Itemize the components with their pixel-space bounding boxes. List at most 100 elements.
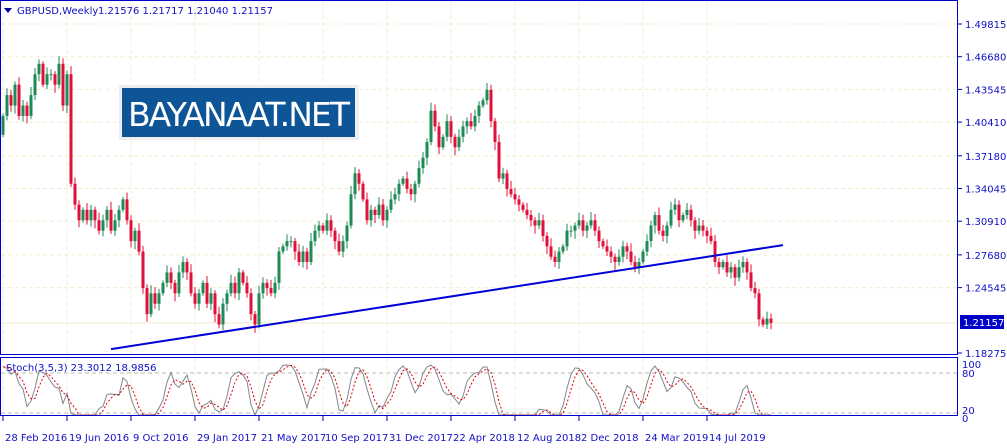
time-tick-label: 12 Aug 2018 (517, 433, 581, 444)
candle-body (153, 293, 157, 304)
candle-body (501, 173, 505, 179)
candle-body (477, 105, 481, 116)
candle-body (493, 121, 497, 143)
candle-body (529, 215, 533, 221)
collapse-triangle-icon[interactable] (4, 8, 12, 13)
candle-body (261, 282, 265, 294)
candle-body (89, 209, 93, 221)
candle-body (489, 89, 493, 122)
candle-body (17, 84, 21, 116)
candle-body (597, 230, 601, 242)
candle-body (241, 272, 245, 283)
candle-body (481, 100, 485, 106)
candle-body (13, 84, 17, 106)
stoch-level-100: 100 (962, 360, 981, 371)
trendline[interactable] (110, 244, 784, 351)
candle-body (697, 225, 701, 231)
candle-body (741, 261, 745, 268)
candle-body (461, 126, 465, 137)
candle-body (189, 272, 193, 294)
candle-body (585, 225, 589, 231)
price-tick-label: 1.24545 (965, 284, 1006, 295)
stoch-label: Stoch(3,5,3) 23.3012 18.9856 (6, 363, 157, 374)
candle-body (25, 105, 29, 116)
candle-body (629, 251, 633, 262)
candle-body (665, 225, 669, 236)
candle-body (121, 199, 125, 210)
candle-body (537, 220, 541, 226)
candle-body (601, 241, 605, 247)
candle-body (265, 282, 269, 289)
candle-body (53, 74, 57, 85)
candle-body (181, 261, 185, 273)
candle-body (301, 251, 305, 262)
candle-body (625, 246, 629, 252)
time-tick-label: 28 Feb 2016 (5, 433, 67, 444)
candle-body (561, 246, 565, 252)
candle-body (681, 215, 685, 221)
candle-body (357, 173, 361, 184)
candle-body (745, 261, 749, 273)
candle-body (473, 115, 477, 127)
candle-body (637, 261, 641, 268)
candle-body (689, 209, 693, 221)
candle-body (173, 282, 177, 294)
candle-body (113, 220, 117, 231)
candle-body (653, 215, 657, 226)
candle-body (41, 63, 45, 85)
candle-body (313, 230, 317, 242)
candle-body (205, 282, 209, 304)
candles (1, 56, 773, 333)
candle-body (557, 251, 561, 262)
candle-body (513, 194, 517, 200)
time-tick-label: 24 Mar 2019 (645, 433, 708, 444)
candle-body (349, 194, 353, 226)
logo-text: BAYANAAT.NET (128, 95, 351, 134)
candle-body (1, 115, 5, 135)
candle-body (533, 220, 537, 226)
time-tick-label: 29 Jan 2017 (197, 433, 257, 444)
candle-body (757, 293, 761, 320)
candle-body (197, 293, 201, 304)
stoch-main-line (2, 364, 771, 417)
candle-body (609, 251, 613, 257)
candle-body (717, 261, 721, 268)
candle-body (649, 225, 653, 242)
candle-body (373, 209, 377, 216)
candle-body (657, 215, 661, 231)
candle-body (157, 293, 161, 304)
time-tick-label: 9 Oct 2016 (133, 433, 188, 444)
candle-body (581, 220, 585, 231)
candle-body (321, 225, 325, 231)
candle-body (437, 126, 441, 148)
candle-body (61, 63, 65, 106)
candle-body (273, 282, 277, 294)
candle-body (569, 230, 573, 232)
time-tick-label: 31 Dec 2017 (389, 433, 453, 444)
candle-body (29, 95, 33, 116)
candle-body (421, 157, 425, 169)
candle-body (733, 267, 737, 278)
candle-body (5, 95, 9, 116)
candle-body (341, 241, 345, 252)
price-tick-label: 1.43545 (965, 85, 1006, 96)
candle-body (49, 74, 53, 76)
candle-body (577, 220, 581, 226)
candle-body (605, 246, 609, 252)
main-panel-border (0, 0, 958, 355)
candle-body (209, 293, 213, 304)
candle-body (497, 142, 501, 179)
price-axis: 1.49815 1.46680 1.43545 1.40410 1.37180 1.340… (958, 20, 1006, 360)
candle-body (225, 293, 229, 304)
candle-body (37, 63, 41, 75)
candle-body (365, 199, 369, 221)
candle-body (21, 105, 25, 116)
candle-body (45, 74, 49, 85)
candle-body (257, 293, 261, 325)
candle-body (93, 209, 97, 221)
price-tick-label: 1.40410 (965, 118, 1006, 129)
candle-body (233, 282, 237, 294)
time-tick-label: 19 Jun 2016 (69, 433, 129, 444)
candle-body (57, 63, 61, 85)
